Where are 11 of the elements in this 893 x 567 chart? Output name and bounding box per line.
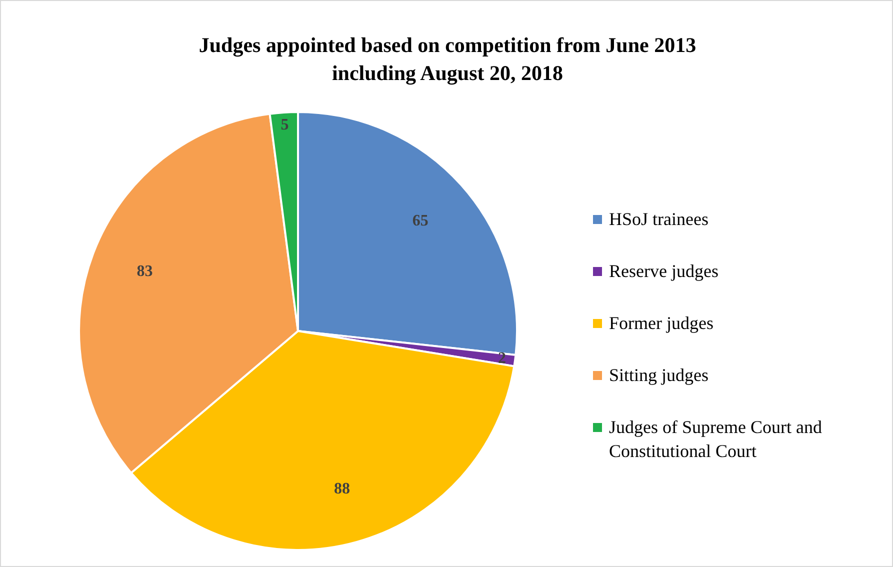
legend-label: HSoJ trainees <box>608 208 710 231</box>
legend-label: Former judges <box>608 312 714 335</box>
legend-label: Reserve judges <box>608 260 720 283</box>
data-label: 2 <box>498 350 506 367</box>
data-label: 65 <box>412 212 428 230</box>
chart-title: Judges appointed based on competition from June 2013 including August 20, 2018 <box>198 32 698 87</box>
data-label: 83 <box>136 262 153 280</box>
data-label: 5 <box>280 116 289 134</box>
legend-label: Sitting judges <box>608 364 710 387</box>
data-label: 88 <box>334 480 350 498</box>
legend-label: Judges of Supreme Court and Constitutional Court <box>608 416 823 463</box>
